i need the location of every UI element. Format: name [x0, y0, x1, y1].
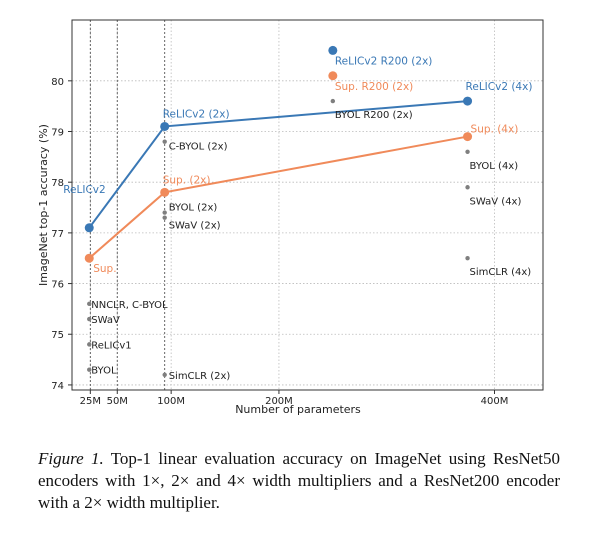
x-tick-label: 200M — [265, 396, 293, 407]
series-point — [84, 253, 94, 263]
series-lines — [88, 100, 468, 259]
other-method-label: SWaV — [91, 315, 120, 326]
series-point — [160, 121, 170, 131]
other-method-label: SWaV (4x) — [470, 196, 522, 207]
data-points — [84, 45, 473, 377]
y-tick-label: 76 — [51, 280, 64, 291]
other-method-label: ReLICv1 — [91, 340, 131, 351]
series-point-label: ReLICv2 — [63, 184, 105, 196]
y-tick-label: 78 — [51, 178, 64, 189]
caption-text: Top-1 linear evaluation accuracy on Imag… — [38, 449, 560, 512]
accuracy-vs-parameters-chart: 74 75 76 77 78 79 80 25M 50M 100M 200M 400M BYOL R2… — [37, 19, 544, 416]
other-method-label: SimCLR (4x) — [470, 267, 532, 278]
other-method-label: BYOL (4x) — [470, 161, 519, 172]
other-method-label: BYOL (2x) — [169, 203, 218, 214]
other-method-point — [162, 372, 167, 377]
other-method-label: NNCLR, C-BYOL — [91, 300, 168, 311]
series-point-label: ReLICv2 (2x) — [163, 108, 230, 120]
y-tick-label: 74 — [51, 381, 64, 392]
x-tick-label: 400M — [481, 396, 509, 407]
y-tick-label: 77 — [51, 229, 64, 240]
plot-frame — [71, 19, 544, 391]
other-method-point — [162, 210, 167, 215]
series-point-label: ReLICv2 R200 (2x) — [335, 55, 433, 67]
other-method-point — [162, 215, 167, 220]
other-method-point — [465, 185, 470, 190]
other-method-label: BYOL — [91, 366, 117, 377]
x-tick-label: 50M — [107, 396, 128, 407]
series-point-label: Sup. (2x) — [163, 174, 211, 186]
y-axis-title: ImageNet top-1 accuracy (%) — [37, 124, 50, 286]
series-point — [160, 187, 170, 197]
series-point-label: Sup. — [93, 263, 116, 275]
x-tick-label: 100M — [157, 396, 185, 407]
series-point-label: Sup. R200 (2x) — [335, 81, 413, 93]
other-method-point — [87, 367, 92, 372]
other-method-label: C-BYOL (2x) — [169, 142, 228, 153]
x-axis-title: Number of parameters — [235, 403, 361, 416]
figure-caption: Figure 1. Top-1 linear evaluation accura… — [38, 448, 560, 514]
other-method-point — [87, 301, 92, 307]
series-line-sup — [88, 135, 468, 259]
other-method-label: SWaV (2x) — [169, 221, 221, 232]
series-point — [463, 132, 473, 142]
series-point — [84, 223, 94, 233]
other-method-label: BYOL R200 (2x) — [335, 110, 413, 121]
series-point-r200 — [328, 71, 338, 81]
caption-label: Figure 1. — [38, 449, 104, 468]
y-tick-label: 80 — [51, 77, 64, 88]
other-method-label: SimCLR (2x) — [169, 371, 231, 382]
other-method-point — [87, 316, 92, 322]
series-point-label: Sup. (4x) — [471, 124, 519, 136]
other-method-point — [330, 98, 336, 104]
series-point — [463, 96, 473, 106]
y-tick-label: 75 — [51, 330, 64, 341]
other-method-point — [465, 149, 470, 154]
y-tick-label: 79 — [51, 128, 64, 139]
axes: 74 75 76 77 78 79 80 25M 50M 100M 200M 400M — [51, 77, 508, 407]
grid-lines — [72, 20, 543, 390]
point-labels: BYOL R200 (2x) C-BYOL (2x) BYOL (2x) SWaV (… — [63, 55, 532, 381]
x-tick-label: 25M — [80, 396, 101, 407]
other-method-point — [162, 139, 167, 144]
series-point-r200 — [328, 45, 338, 55]
series-point-label: ReLICv2 (4x) — [466, 81, 533, 93]
other-method-point — [87, 342, 92, 347]
other-method-point — [465, 256, 470, 261]
